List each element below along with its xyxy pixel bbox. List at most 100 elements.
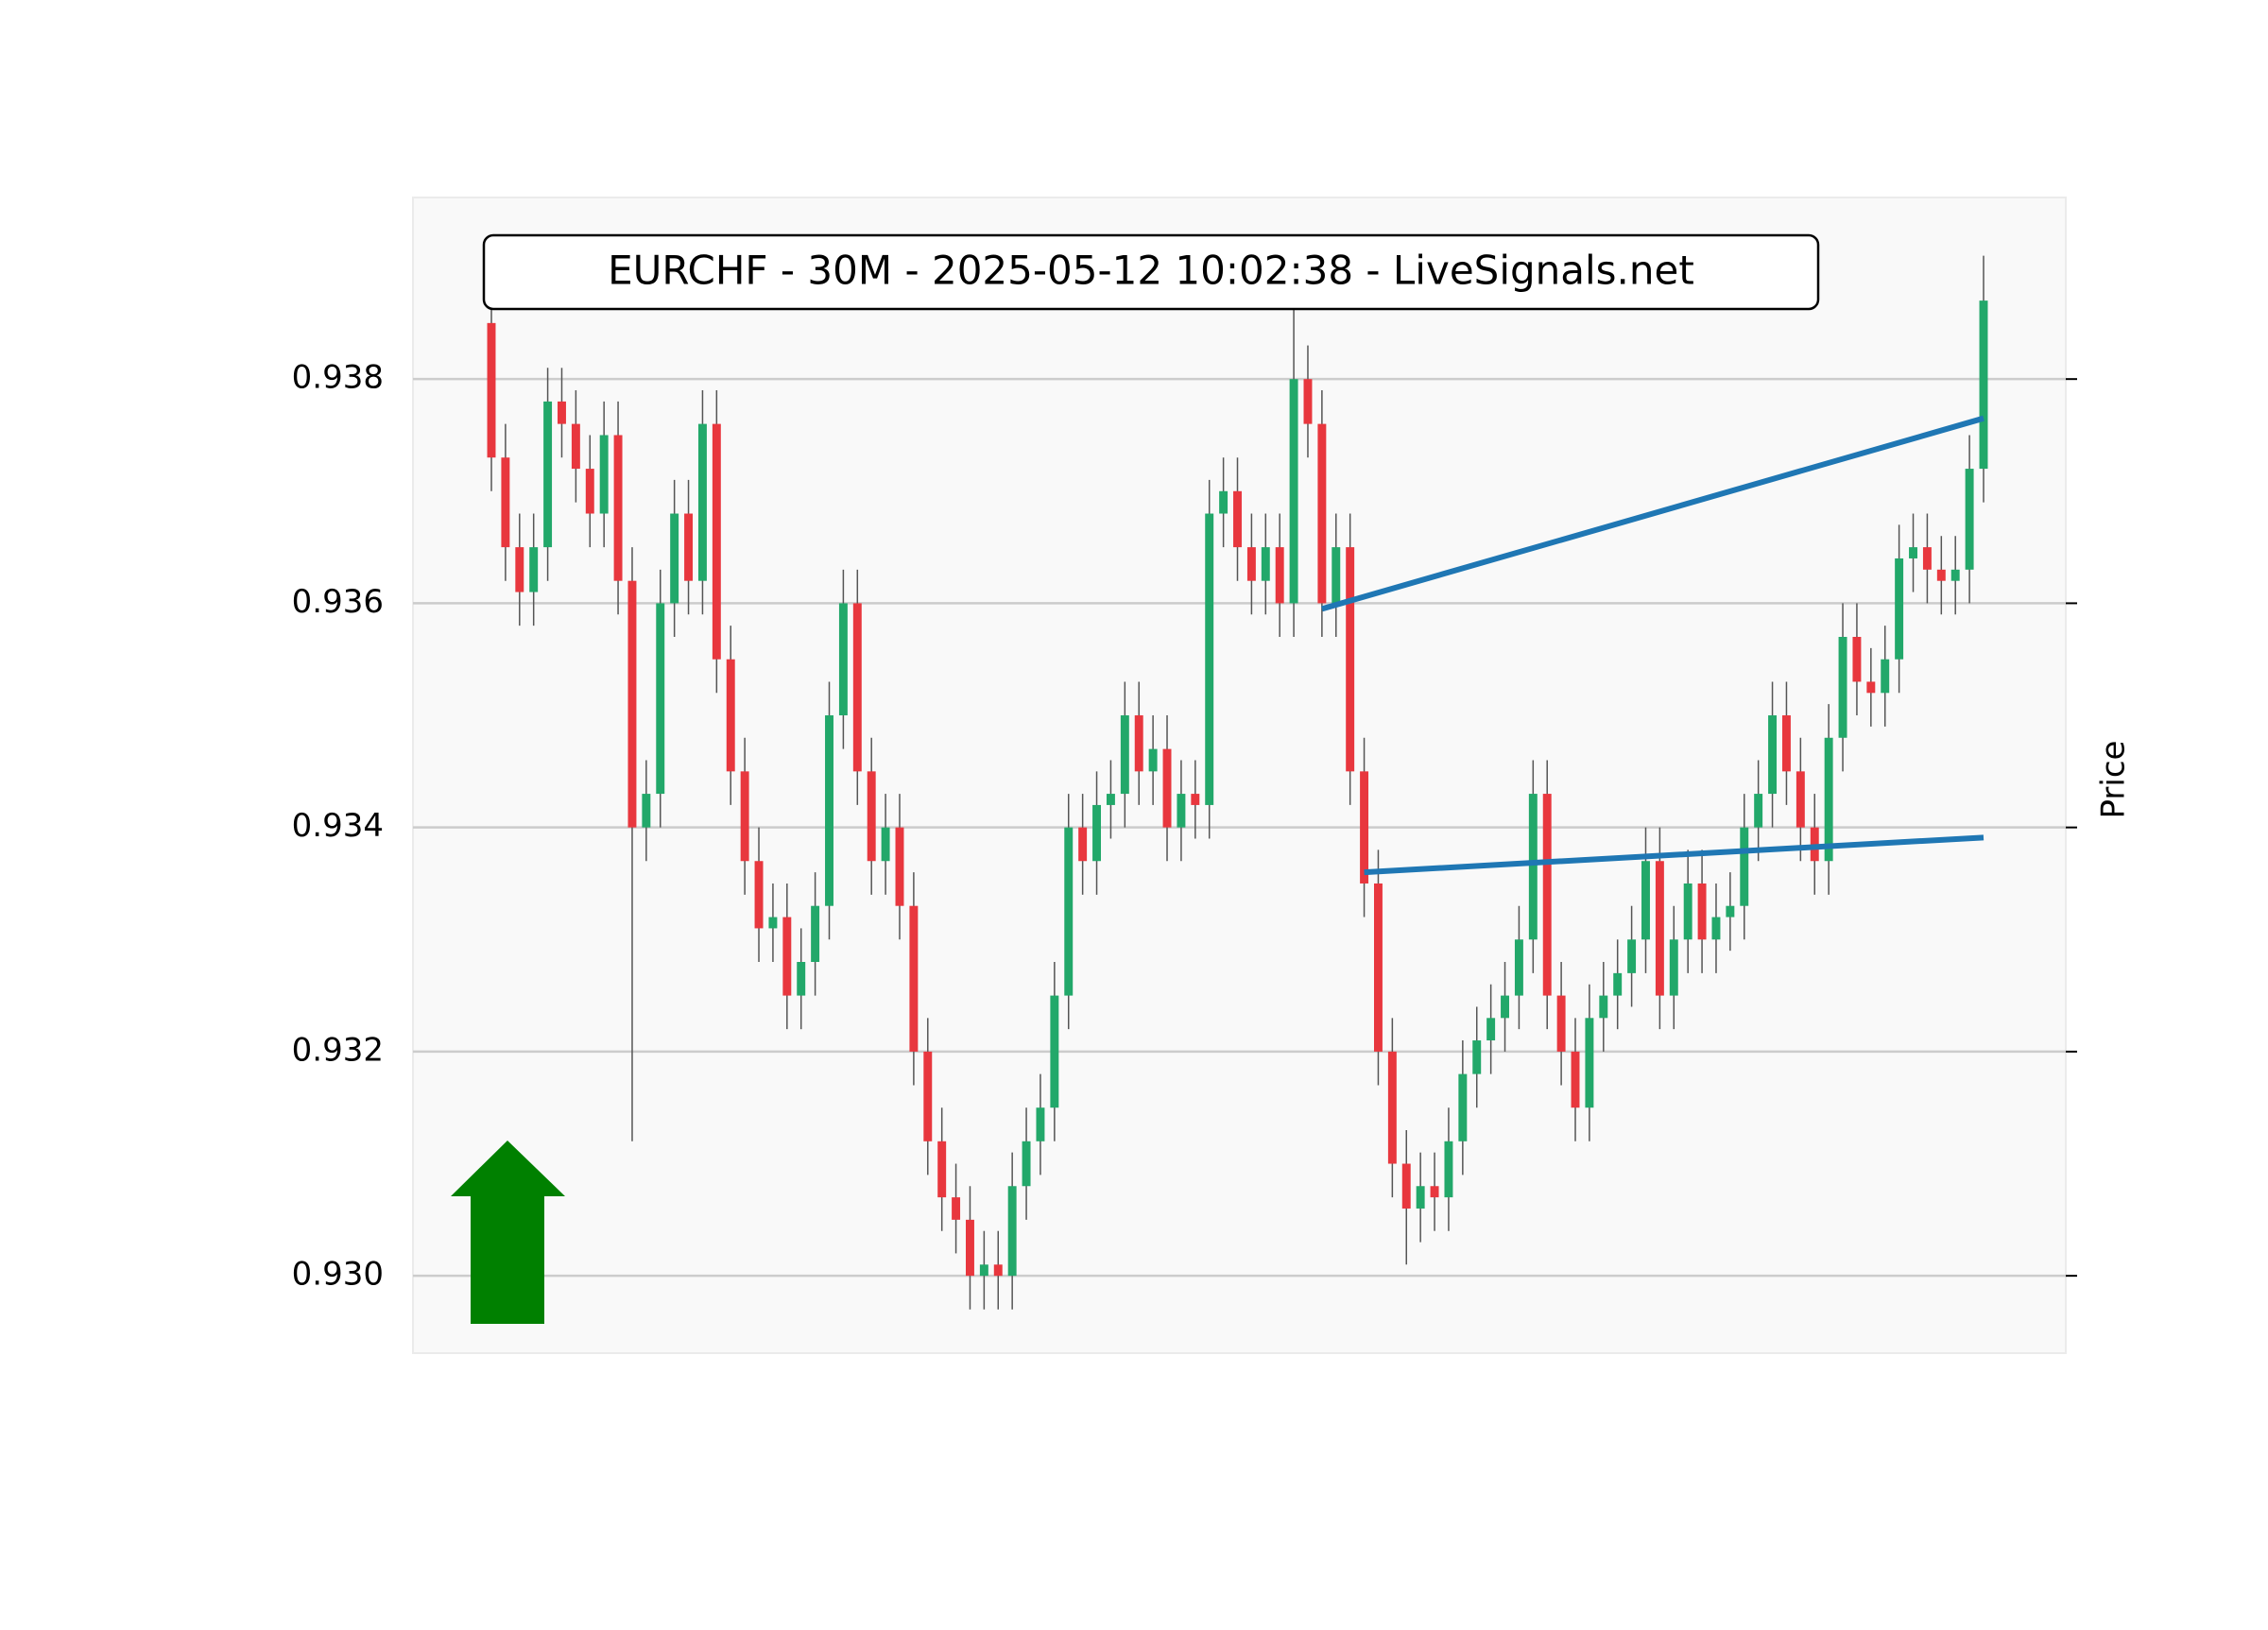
candle-body xyxy=(1007,1186,1017,1277)
candle-body xyxy=(529,547,539,592)
candle-body xyxy=(1979,300,1988,470)
candle-body xyxy=(825,715,833,906)
candle-body xyxy=(852,603,862,772)
candle-body xyxy=(1950,569,1960,581)
candle-body xyxy=(923,1051,933,1141)
candle-body xyxy=(966,1219,974,1277)
candle-body xyxy=(1669,939,1678,996)
candle-body xyxy=(1106,794,1115,805)
candle-body xyxy=(1120,715,1129,795)
candle-body xyxy=(1162,748,1172,828)
candle-body xyxy=(993,1264,1003,1277)
candle-body xyxy=(1332,547,1341,604)
candle-body xyxy=(838,603,848,716)
candle-body xyxy=(1599,995,1608,1019)
candle-body xyxy=(1528,794,1538,940)
candle-body xyxy=(952,1197,961,1220)
candle-body xyxy=(1501,995,1509,1019)
candle-body xyxy=(1472,1040,1482,1074)
candle-body xyxy=(1922,547,1932,570)
candle-body xyxy=(1895,558,1904,660)
candle-body xyxy=(1078,827,1088,862)
y-tick-label: 0.932 xyxy=(292,1031,384,1069)
candle-body xyxy=(782,917,792,996)
candle-body xyxy=(811,905,820,963)
candle-body xyxy=(1571,1051,1580,1108)
candle-body xyxy=(1219,490,1228,514)
candle-body xyxy=(670,513,679,604)
candle-body xyxy=(1627,939,1637,973)
candle-body xyxy=(740,771,749,862)
candle-body xyxy=(1191,794,1200,805)
candle-body xyxy=(1064,827,1074,996)
candle-body xyxy=(1430,1186,1439,1198)
grid: 0.930 0.932 0.934 0.936 0.938 xyxy=(292,359,2077,1294)
candle-body xyxy=(1641,861,1650,940)
candle-body xyxy=(1401,1163,1411,1209)
candle-body xyxy=(656,603,665,795)
candle-body xyxy=(1711,917,1721,940)
candle-body xyxy=(1246,547,1256,581)
candle-body xyxy=(1148,748,1158,772)
candle-body xyxy=(543,401,553,548)
candle-body xyxy=(1261,547,1270,581)
candle-body xyxy=(501,457,510,548)
candle-body xyxy=(881,827,890,862)
candle-body xyxy=(684,513,694,581)
candle-body xyxy=(1852,637,1862,682)
candle-body xyxy=(1022,1141,1031,1187)
candle-body xyxy=(1556,995,1566,1052)
candle-body xyxy=(1726,905,1735,918)
trend-line xyxy=(1321,415,1984,612)
candle-body xyxy=(867,771,876,862)
y-tick-label: 0.930 xyxy=(292,1256,384,1294)
candle-body xyxy=(1233,490,1242,548)
candle-body xyxy=(1768,715,1778,795)
candle-body xyxy=(642,794,651,828)
candle-body xyxy=(1781,715,1791,772)
candle-body xyxy=(1416,1186,1425,1209)
candle-body xyxy=(726,659,735,772)
y-axis-label: Price xyxy=(2095,741,2133,819)
candle-body xyxy=(1373,883,1383,1052)
candle-body xyxy=(1486,1018,1496,1041)
candle-body xyxy=(1655,861,1664,996)
candle-body xyxy=(1514,939,1523,996)
candle-body xyxy=(1542,794,1552,996)
candle-body xyxy=(599,435,609,514)
candle-body xyxy=(1387,1051,1397,1164)
trend-line xyxy=(1364,834,1984,876)
candle-body xyxy=(1683,883,1692,940)
candle-body xyxy=(1289,379,1298,604)
candle-body xyxy=(1796,771,1805,828)
candle-body xyxy=(797,962,806,996)
candle-body xyxy=(1458,1073,1468,1141)
candle-body xyxy=(1740,827,1749,906)
candle-body xyxy=(585,469,594,514)
candle-body xyxy=(1585,1018,1594,1108)
candle-body xyxy=(1360,771,1369,884)
candle-body xyxy=(1936,569,1946,581)
candle-body xyxy=(1177,794,1186,828)
candle-body xyxy=(1909,547,1917,558)
signal-arrow xyxy=(451,1141,565,1324)
candle-body xyxy=(1444,1141,1453,1198)
candle-body xyxy=(1754,794,1763,828)
candle-body xyxy=(697,423,707,581)
candle-body xyxy=(768,917,778,929)
candle-body xyxy=(1824,737,1833,862)
candle-body xyxy=(558,401,566,424)
candles xyxy=(487,255,1988,1310)
candle-body xyxy=(1303,379,1313,424)
candle-body xyxy=(1613,972,1623,996)
candle-body xyxy=(1346,547,1355,772)
candle-body xyxy=(1838,637,1847,738)
candle-body xyxy=(1965,469,1974,570)
title-box xyxy=(482,233,1820,311)
candle-body xyxy=(1205,513,1214,805)
candle-body xyxy=(613,435,623,581)
candle-body xyxy=(979,1264,988,1277)
candle-body xyxy=(712,423,721,660)
candle-body xyxy=(1050,995,1059,1108)
